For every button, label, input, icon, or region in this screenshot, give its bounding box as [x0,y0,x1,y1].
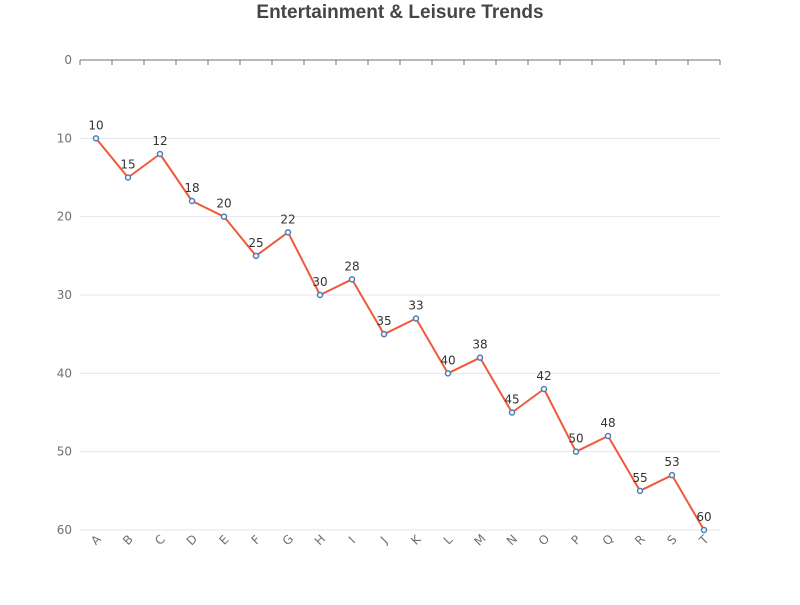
data-point[interactable] [636,487,644,495]
data-label: 10 [88,118,103,132]
data-label: 25 [248,236,263,250]
data-point[interactable] [316,291,324,299]
data-point[interactable] [284,229,292,236]
x-tick-label: L [441,532,456,547]
data-label: 35 [376,314,391,328]
y-tick-label: 30 [57,288,72,302]
data-label: 48 [600,416,615,430]
data-label: 42 [536,369,551,383]
grid-lines [80,137,720,531]
data-point[interactable] [572,448,580,455]
x-tick-label: Q [600,532,617,549]
chart-title: Entertainment & Leisure Trends [256,2,544,23]
x-tick-label: B [120,532,136,548]
data-label: 28 [344,259,359,273]
series [92,135,708,534]
y-tick-label: 40 [57,366,72,380]
data-label: 40 [440,353,455,367]
data-point[interactable] [124,174,132,181]
data-label: 20 [216,197,231,211]
data-label: 50 [568,432,583,446]
x-tick-label: O [536,532,553,549]
x-tick-label: M [471,531,488,548]
data-label: 12 [152,134,167,148]
data-label: 55 [632,471,647,485]
data-point[interactable] [476,354,484,361]
x-tick-label: K [408,531,424,547]
data-point[interactable] [252,252,260,260]
data-point[interactable] [700,526,708,534]
data-point[interactable] [668,471,676,479]
data-point[interactable] [540,385,548,393]
data-label: 45 [504,393,519,407]
y-tick-label: 20 [57,210,72,224]
x-tick-label: J [377,534,390,547]
data-point[interactable] [444,370,452,377]
x-tick-label: E [216,532,231,547]
axes: 0 10 20 30 40 50 60 A B C D E F G H I J K L M N O P Q R S T [57,53,721,549]
series-line [95,137,705,531]
data-label: 15 [120,158,135,172]
x-tick-label: S [664,532,679,547]
data-point[interactable] [220,213,228,220]
data-point[interactable] [188,197,196,205]
data-labels: 10 15 12 18 20 25 22 30 28 35 33 40 38 45 42 50 48 55 53 60 [88,118,711,524]
data-label: 60 [696,510,711,524]
data-point[interactable] [604,432,612,440]
data-label: 18 [184,181,199,195]
data-point[interactable] [92,135,100,142]
y-tick-label: 0 [64,53,72,67]
y-tick-label: 10 [57,131,72,145]
x-tick-label: F [249,533,264,548]
data-label: 30 [312,275,327,289]
data-point[interactable] [348,276,356,283]
x-tick-label: G [280,532,296,548]
y-tick-label: 50 [57,445,72,459]
x-tick-label: H [312,532,328,548]
data-point[interactable] [412,315,420,322]
data-point[interactable] [380,330,388,338]
data-point[interactable] [508,409,516,416]
y-tick-label: 60 [57,523,72,537]
data-label: 22 [280,212,295,226]
x-tick-label: I [346,534,358,546]
data-point[interactable] [156,150,164,158]
data-label: 38 [472,338,487,352]
x-tick-label: D [184,532,200,548]
x-tick-label: P [568,532,583,547]
x-tick-label: T [696,532,712,548]
data-label: 33 [408,299,423,313]
data-label: 53 [664,455,679,469]
x-tick-label: R [632,532,648,548]
x-tick-label: C [152,532,168,548]
x-tick-label: N [504,532,520,548]
x-tick-label: A [88,532,104,548]
